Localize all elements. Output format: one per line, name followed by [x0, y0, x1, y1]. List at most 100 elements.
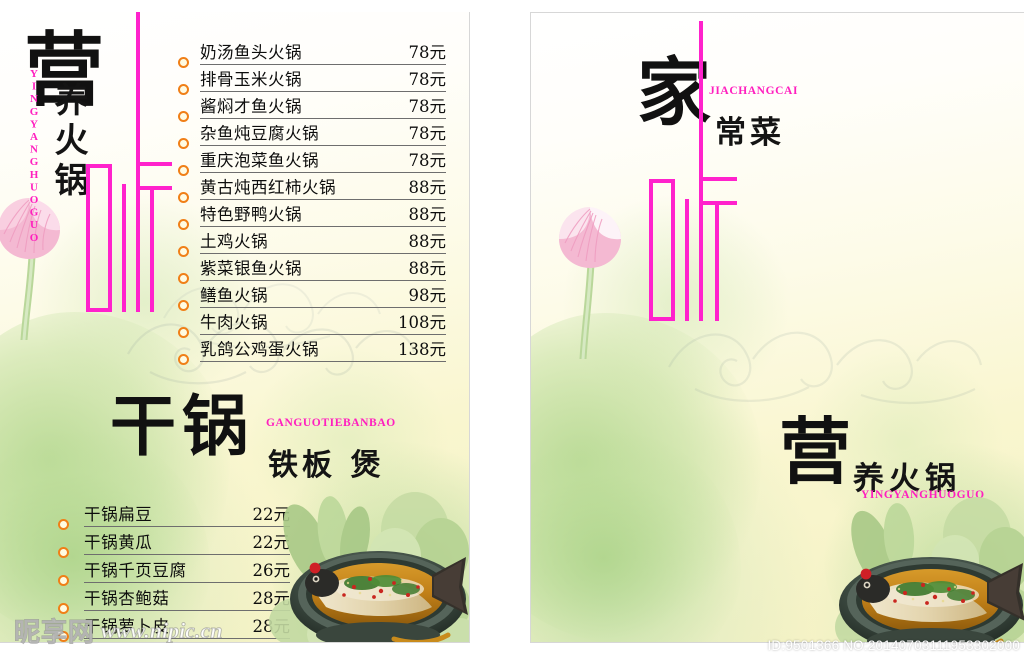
hotpot-item-line: 重庆泡菜鱼火锅 78元 — [200, 147, 446, 173]
bullet-circle-icon — [178, 57, 189, 68]
hotpot-item-price: 108元 — [398, 313, 446, 332]
drypot-item-name: 干锅杏鲍菇 — [84, 589, 170, 608]
hotpot-item-name: 杂鱼炖豆腐火锅 — [200, 124, 319, 143]
hotpot-item-name: 乳鸽公鸡蛋火锅 — [200, 340, 319, 359]
hotpot-item-row[interactable]: 乳鸽公鸡蛋火锅 138元 — [178, 335, 446, 365]
hotpot-item-row[interactable]: 牛肉火锅 108元 — [178, 308, 446, 338]
drypot-item-row[interactable]: 干锅萝卜皮 28元 — [58, 611, 290, 642]
hotpot-item-row[interactable]: 排骨玉米火锅 78元 — [178, 65, 447, 95]
drypot-item-name: 干锅千页豆腐 — [84, 561, 187, 580]
drypot-item-row[interactable]: 牛肉锅仔 48元 — [58, 639, 291, 642]
hotpot-item-name: 紫菜银鱼火锅 — [200, 259, 302, 278]
heading-sub-yanghuoguo-bottom: 养火锅 — [853, 461, 961, 497]
bullet-circle-icon — [178, 354, 189, 365]
drypot-item-price: 28元 — [252, 589, 291, 608]
hotpot-item-row[interactable]: 特色野鸭火锅 88元 — [178, 200, 446, 230]
drypot-item-name: 干锅萝卜皮 — [84, 617, 170, 636]
hotpot-menu-list: 奶汤鱼头火锅 78元 排骨玉米火锅 78元 酱焖才鱼火锅 78元 杂鱼炖豆腐火锅 78元 重庆泡… — [178, 38, 447, 365]
drypot-item-line: 干锅萝卜皮 28元 — [84, 613, 290, 639]
hotpot-item-row[interactable]: 黄古炖西红柿火锅 88元 — [178, 173, 446, 203]
heading-sub-yanghuoguo: 养火锅 — [48, 82, 88, 202]
heading-pinyin-jiachangcai: JIACHANGCAI — [709, 85, 799, 97]
hotpot-item-line: 奶汤鱼头火锅 78元 — [200, 39, 446, 65]
heading-sub-changcai: 常菜 — [715, 115, 785, 151]
bullet-circle-icon — [178, 111, 189, 122]
leaf-wash-decor — [531, 433, 741, 642]
drypot-item-price: 28元 — [252, 617, 291, 636]
dish-photo-hotpot-fish — [831, 533, 1024, 642]
bullet-circle-icon — [178, 327, 189, 338]
drypot-item-line: 干锅扁豆 22元 — [84, 501, 290, 527]
hotpot-item-price: 78元 — [408, 43, 447, 62]
hotpot-item-price: 88元 — [408, 178, 447, 197]
drypot-item-row[interactable]: 干锅杏鲍菇 28元 — [58, 583, 290, 614]
hotpot-item-line: 牛肉火锅 108元 — [200, 309, 446, 335]
hotpot-item-price: 138元 — [398, 340, 446, 359]
bullet-circle-icon — [58, 575, 69, 586]
drypot-item-line: 干锅杏鲍菇 28元 — [84, 585, 290, 611]
hotpot-item-name: 鳝鱼火锅 — [200, 286, 268, 305]
hotpot-item-price: 88元 — [408, 232, 447, 251]
hotpot-item-row[interactable]: 鳝鱼火锅 98元 — [178, 281, 447, 311]
hotpot-item-name: 排骨玉米火锅 — [200, 70, 302, 89]
bullet-circle-icon — [178, 192, 189, 203]
drypot-item-price: 48元 — [253, 641, 291, 642]
heading-big-char-ying: 营 — [24, 23, 104, 117]
hotpot-item-row[interactable]: 杂鱼炖豆腐火锅 78元 — [178, 119, 446, 149]
hotpot-item-price: 98元 — [408, 286, 447, 305]
hotpot-item-price: 78元 — [408, 124, 447, 143]
drypot-item-name: 干锅扁豆 — [84, 505, 153, 524]
hotpot-item-row[interactable]: 奶汤鱼头火锅 78元 — [178, 38, 446, 68]
heading-big-char-ying-bottom: 营 — [779, 409, 852, 494]
bullet-circle-icon — [178, 273, 189, 284]
bullet-circle-icon — [58, 519, 69, 530]
heading-big-char-jia: 家 — [637, 50, 711, 136]
hotpot-item-line: 杂鱼炖豆腐火锅 78元 — [200, 120, 446, 146]
hotpot-item-row[interactable]: 重庆泡菜鱼火锅 78元 — [178, 146, 446, 176]
hotpot-item-line: 黄古炖西红柿火锅 88元 — [200, 174, 446, 200]
hotpot-item-line: 特色野鸭火锅 88元 — [200, 201, 446, 227]
heading-pinyin-yingyanghuoguo: YINGYANGHUOGUO — [28, 68, 40, 245]
drypot-item-price: 22元 — [252, 533, 291, 552]
drypot-menu-list: 干锅扁豆22元干锅黄瓜22元干锅千页豆腐26元干锅杏鲍菇28元干锅萝卜皮28元牛… — [58, 499, 291, 642]
hotpot-item-price: 78元 — [408, 151, 447, 170]
hotpot-item-line: 乳鸽公鸡蛋火锅 138元 — [200, 336, 446, 362]
drypot-item-line: 牛肉锅仔 48元 — [84, 641, 291, 642]
drypot-item-row[interactable]: 干锅黄瓜 22元 — [58, 527, 290, 558]
hotpot-item-name: 黄古炖西红柿火锅 — [200, 178, 336, 197]
drypot-item-row[interactable]: 干锅千页豆腐 26元 — [58, 555, 290, 586]
drypot-item-price: 26元 — [252, 561, 291, 580]
drypot-item-name: 牛肉锅仔 — [84, 641, 152, 642]
hotpot-item-name: 酱焖才鱼火锅 — [200, 97, 302, 116]
hotpot-item-row[interactable]: 酱焖才鱼火锅 78元 — [178, 92, 447, 122]
heading-sub-tiebanbao: 铁板 煲 — [268, 448, 385, 483]
hotpot-item-price: 88元 — [408, 205, 447, 224]
drypot-item-line: 干锅千页豆腐 26元 — [84, 557, 290, 583]
hotpot-item-line: 土鸡火锅 88元 — [200, 228, 446, 254]
leaf-wash-decor — [561, 193, 791, 413]
bullet-circle-icon — [178, 84, 189, 95]
hotpot-item-price: 78元 — [408, 97, 447, 116]
drypot-item-line: 干锅黄瓜 22元 — [84, 529, 290, 555]
drypot-item-price: 22元 — [252, 505, 291, 524]
leaf-wash-decor — [531, 313, 761, 642]
heading-pinyin-ganguotiebanbao: GANGUOTIEBANBAO — [266, 417, 396, 429]
hotpot-item-name: 特色野鸭火锅 — [200, 205, 302, 224]
hotpot-item-price: 88元 — [408, 259, 447, 278]
hotpot-item-price: 78元 — [408, 70, 447, 89]
bullet-circle-icon — [178, 219, 189, 230]
bullet-circle-icon — [178, 246, 189, 257]
scroll-ornament-icon — [661, 303, 991, 413]
lotus-bud-decor — [557, 199, 635, 364]
dish-photo-hotpot-fish — [282, 527, 469, 642]
hotpot-item-name: 重庆泡菜鱼火锅 — [200, 151, 319, 170]
drypot-item-row[interactable]: 干锅扁豆 22元 — [58, 499, 290, 530]
hotpot-item-row[interactable]: 土鸡火锅 88元 — [178, 227, 446, 257]
bullet-circle-icon — [58, 603, 69, 614]
drypot-item-name: 干锅黄瓜 — [84, 533, 153, 552]
hotpot-item-row[interactable]: 紫菜银鱼火锅 88元 — [178, 254, 446, 284]
bullet-circle-icon — [58, 547, 69, 558]
right-menu-panel: 家 JIACHANGCAI 常菜 蒜香豌豆15元椒盐玉米粒15元腌家鱼18元鱼香… — [530, 12, 1024, 643]
hotpot-item-line: 紫菜银鱼火锅 88元 — [200, 255, 446, 281]
